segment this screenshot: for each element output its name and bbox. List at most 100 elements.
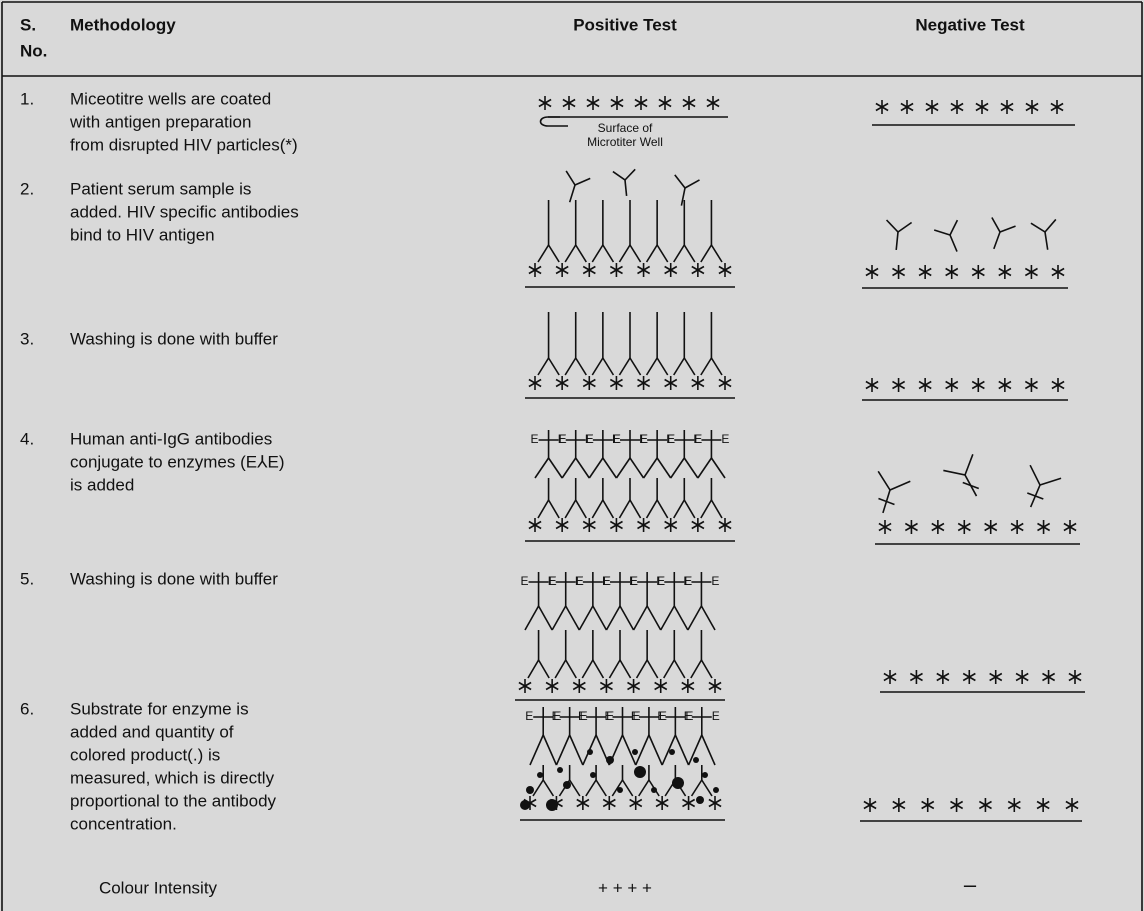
enzyme-label: E (576, 574, 584, 588)
row-text: with antigen preparation (69, 112, 251, 131)
conjugate (575, 457, 590, 479)
row-text: is added (70, 475, 134, 494)
antigen (863, 800, 877, 810)
colored-product (702, 772, 708, 778)
antigen (586, 98, 600, 108)
enzyme-label: E (585, 432, 593, 446)
conjugate (642, 457, 658, 479)
conjugate (632, 605, 648, 631)
well-surface-curve (539, 116, 568, 127)
antibody (537, 499, 550, 519)
antibody (618, 499, 631, 519)
antibody (565, 659, 577, 679)
antigen (555, 378, 569, 388)
conjugate (524, 605, 540, 631)
antigen (975, 102, 989, 112)
enzyme-label: E (685, 709, 693, 723)
antigen (718, 265, 732, 275)
row-text: concentration. (70, 814, 177, 833)
antigen (950, 800, 964, 810)
antibody (635, 659, 648, 679)
antigen (883, 672, 897, 682)
enzyme-label: E (657, 709, 665, 723)
header-negative: Negative Test (915, 15, 1025, 34)
colored-product (563, 781, 571, 789)
conjugate (673, 605, 689, 631)
row-text: Washing is done with buffer (70, 569, 278, 588)
antigen (602, 798, 616, 808)
antigen (691, 265, 705, 275)
enzyme-label: E (656, 574, 664, 588)
antigen (878, 522, 892, 532)
antigen (945, 380, 959, 390)
antibody (575, 499, 587, 519)
enzyme-label: E (531, 432, 539, 446)
antibody (595, 779, 607, 797)
conjugate (565, 605, 580, 631)
antibody (656, 357, 669, 376)
antigen (1051, 267, 1065, 277)
row-text: colored product(.) is (70, 745, 220, 764)
antibody (885, 219, 899, 250)
antigen (627, 681, 641, 691)
colored-product (669, 749, 675, 755)
footer-positive: + + + + (598, 878, 652, 897)
row-text: conjugate to enzymes (E⅄E) (70, 452, 284, 471)
row-text: from disrupted HIV particles(*) (70, 135, 298, 154)
antibody (645, 357, 658, 376)
antibody (547, 244, 560, 263)
antigen (655, 798, 669, 808)
enzyme-label: E (629, 574, 637, 588)
colored-product (557, 767, 563, 773)
antibody (897, 221, 913, 233)
conjugate (710, 457, 726, 479)
enzyme-label: E (711, 574, 719, 588)
row-text: added and quantity of (70, 722, 234, 741)
enzyme-label: E (553, 709, 561, 723)
antibody (683, 357, 696, 376)
antibody (673, 499, 685, 519)
antibody (663, 659, 675, 679)
antigen (562, 98, 576, 108)
antibody (619, 659, 632, 679)
colored-product (590, 772, 596, 778)
antibody (608, 659, 621, 679)
antibody (999, 225, 1016, 233)
enzyme-label: E (659, 709, 667, 723)
antibody (575, 357, 587, 376)
antibody (532, 779, 544, 797)
row-text: Miceotitre wells are coated (70, 89, 271, 108)
enzyme-label: E (693, 432, 701, 446)
antigen (664, 520, 678, 530)
antibody (645, 499, 658, 519)
antigen (900, 102, 914, 112)
enzyme-label: E (606, 709, 614, 723)
antigen (629, 798, 643, 808)
antibody (710, 499, 723, 519)
antibody (710, 244, 723, 263)
antibody (581, 659, 594, 679)
antibody (1044, 218, 1057, 233)
antibody (964, 454, 974, 476)
conjugate (602, 457, 618, 479)
row-text: bind to HIV antigen (70, 225, 215, 244)
antigen (1036, 800, 1050, 810)
conjugate (674, 734, 690, 766)
antigen (865, 380, 879, 390)
enzyme-label: E (613, 432, 621, 446)
antibody (574, 177, 591, 186)
enzyme-label: E (575, 574, 583, 588)
colored-product (587, 749, 593, 755)
antibody (656, 244, 669, 263)
antibody (690, 659, 703, 679)
antibody (612, 170, 628, 196)
antibody (673, 244, 685, 263)
antibody (991, 217, 1001, 250)
header-sno: No. (20, 41, 47, 60)
antibody (700, 659, 713, 679)
row-text: proportional to the antibody (70, 791, 277, 810)
antibody (568, 779, 581, 797)
conjugate (529, 734, 544, 766)
antigen (1050, 102, 1064, 112)
